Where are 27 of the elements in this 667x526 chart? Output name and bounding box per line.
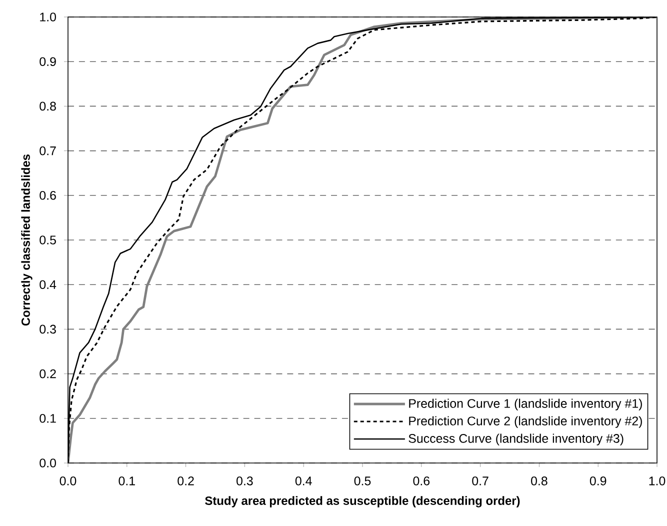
x-tick-label: 0.1: [118, 476, 135, 486]
y-tick-label: 0.2: [40, 369, 56, 378]
y-tick-label: 0.4: [40, 280, 56, 290]
legend-label: Prediction Curve 1 (landslide inventory #1): [409, 398, 642, 410]
y-tick-label: 1.0: [40, 12, 56, 22]
y-tick-label: 0.6: [40, 190, 56, 200]
y-tick-label: 0.7: [40, 146, 56, 156]
y-tick-label: 0.3: [40, 324, 56, 334]
x-tick-label: 0.9: [590, 476, 606, 486]
y-axis-title: Correctly classified landslides: [21, 154, 32, 326]
y-tick-label: 0.8: [40, 102, 56, 111]
y-tick-label: 0.9: [40, 57, 56, 66]
x-tick-label: 0.4: [295, 476, 312, 486]
x-tick-label: 0.5: [354, 476, 371, 486]
x-tick-label: 0.0: [60, 476, 76, 486]
x-tick-label: 0.8: [531, 476, 548, 486]
x-tick-label: 0.7: [472, 476, 488, 486]
y-tick-label: 0.1: [40, 414, 56, 423]
y-tick-label: 0.5: [40, 236, 56, 244]
legend-label: Prediction Curve 2 (landslide inventory #2): [409, 416, 642, 428]
legend-label: Success Curve (landslide inventory #3): [408, 434, 624, 446]
x-tick-label: 0.2: [178, 476, 194, 486]
y-tick-label: 0.0: [40, 458, 56, 468]
x-axis-title: Study area predicted as susceptible (descending order): [205, 496, 520, 508]
x-tick-label: 0.3: [236, 476, 253, 486]
x-tick-label: 0.6: [413, 476, 430, 486]
x-tick-label: 1.0: [649, 476, 666, 486]
